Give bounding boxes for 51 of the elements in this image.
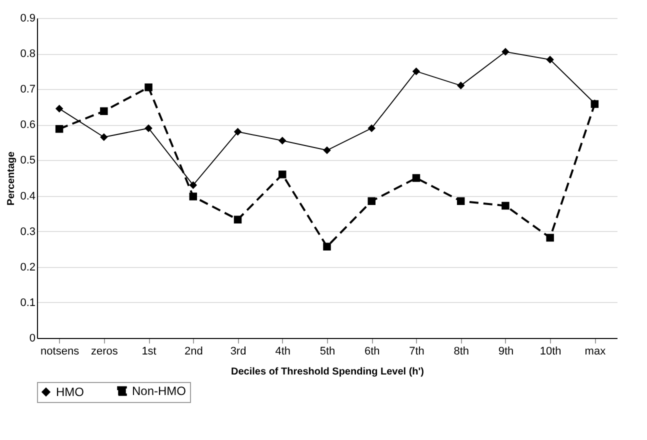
- x-tick-label: 4th: [275, 346, 291, 358]
- point: [502, 202, 510, 210]
- point: [55, 125, 64, 133]
- x-tick-label: 2nd: [184, 346, 203, 358]
- point: [189, 192, 198, 200]
- y-tick-label: 0.8: [20, 48, 36, 60]
- point: [234, 216, 242, 224]
- x-tick-label: notsens: [40, 346, 80, 358]
- point: [412, 67, 420, 76]
- point: [144, 124, 152, 132]
- x-tick-label: 3rd: [230, 346, 246, 358]
- x-tick-label: 5th: [320, 346, 336, 358]
- point: [412, 174, 420, 182]
- point: [323, 242, 331, 250]
- point: [546, 56, 554, 64]
- y-tick-label: 0.9: [20, 12, 36, 24]
- y-tick-label: 0.2: [20, 261, 36, 274]
- point: [234, 128, 242, 136]
- y-tick-label: 0.1: [20, 296, 36, 309]
- legend-label: Non-HMO: [132, 384, 186, 398]
- point: [456, 197, 465, 205]
- y-tick-label: 0.7: [20, 84, 36, 96]
- x-tick-label: 1st: [142, 346, 156, 358]
- point: [100, 133, 108, 141]
- x-tick-label: 6th: [364, 346, 380, 358]
- point: [144, 83, 152, 92]
- x-tick-label: 9th: [498, 346, 514, 358]
- point: [368, 197, 376, 205]
- point: [278, 136, 286, 145]
- point: [368, 124, 376, 132]
- point: [323, 146, 331, 154]
- y-axis-title: Percentage: [6, 151, 18, 206]
- point: [502, 48, 510, 56]
- x-tick-label: max: [584, 346, 606, 358]
- point: [546, 234, 554, 242]
- x-tick-label: 8th: [454, 346, 469, 358]
- point: [278, 170, 286, 178]
- legend-label: HMO: [56, 385, 84, 399]
- x-axis-title: Deciles of Threshold Spending Level (h'): [231, 366, 424, 378]
- y-tick-label: 0.4: [20, 190, 36, 202]
- x-tick-label: 7th: [409, 346, 424, 358]
- point: [456, 82, 465, 90]
- x-tick-label: 10th: [540, 346, 562, 358]
- y-tick-label: 0: [29, 332, 36, 344]
- y-tick-label: 0.3: [20, 226, 36, 238]
- y-tick-label: 0.6: [20, 119, 36, 132]
- x-tick-label: zeros: [90, 346, 118, 358]
- point: [100, 107, 108, 116]
- point: [55, 104, 64, 113]
- y-tick-label: 0.5: [20, 154, 36, 167]
- point: [189, 181, 198, 189]
